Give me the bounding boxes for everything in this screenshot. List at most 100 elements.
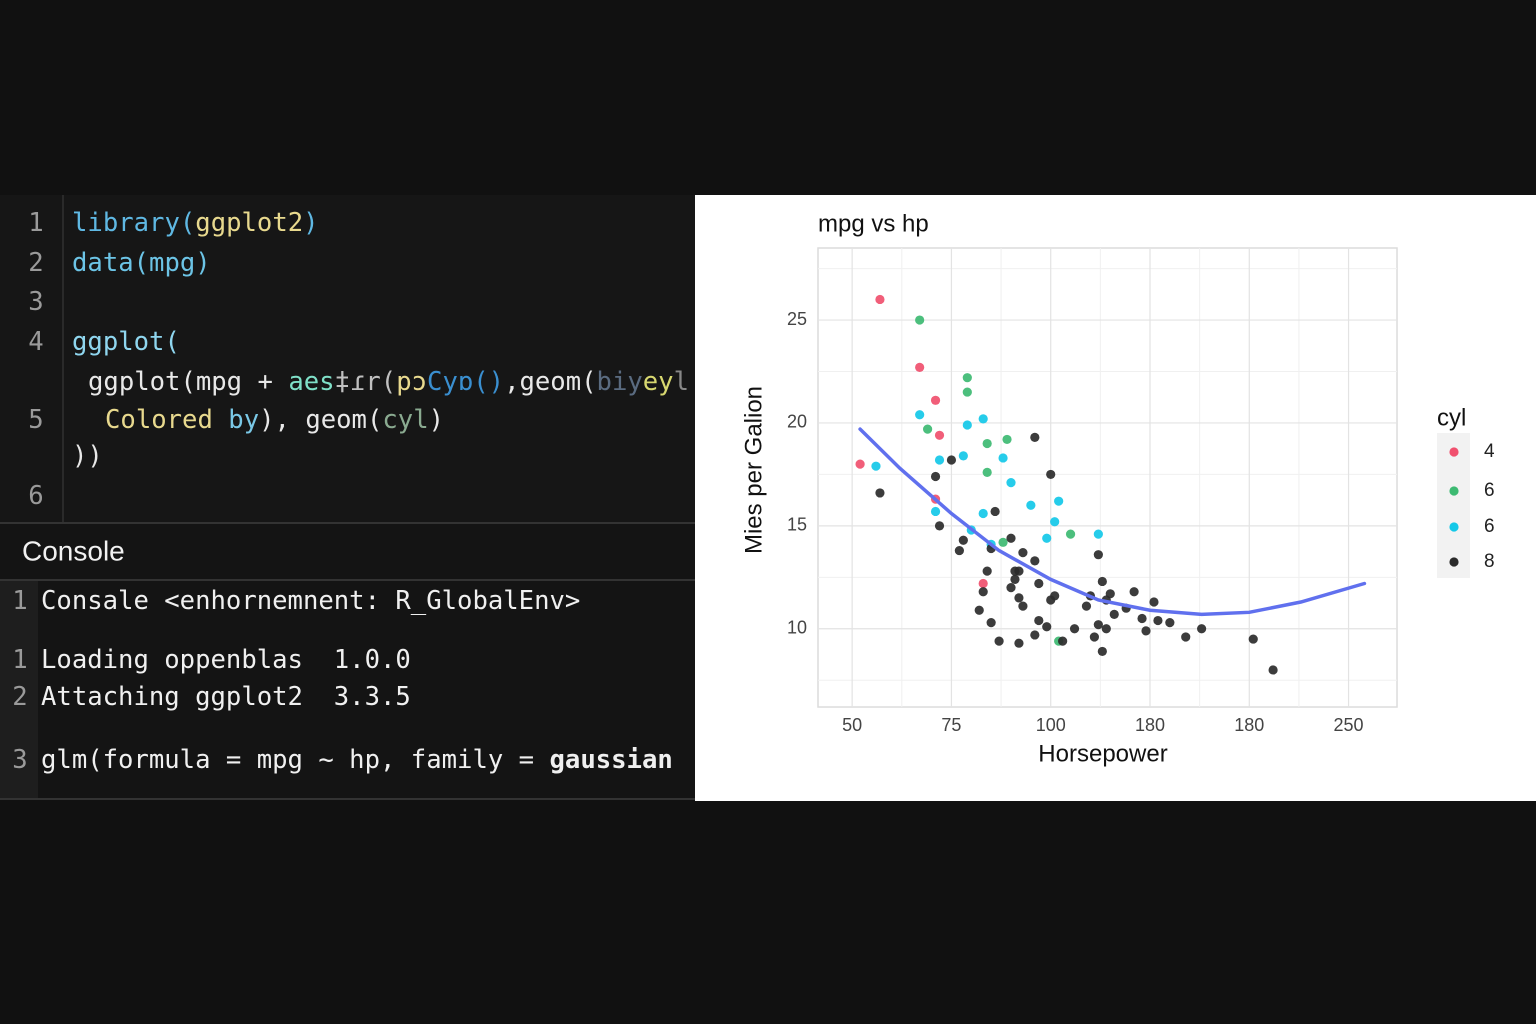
x-tick-label: 250 bbox=[1334, 715, 1364, 735]
code-token: ‡ɾr( bbox=[335, 367, 397, 397]
point bbox=[923, 424, 933, 434]
point bbox=[930, 506, 941, 517]
point bbox=[1101, 624, 1111, 634]
code-token: aes bbox=[288, 367, 334, 397]
plot-area bbox=[817, 247, 1398, 708]
code-line: )) bbox=[72, 441, 103, 471]
point bbox=[962, 420, 972, 430]
line-number: 1 bbox=[28, 208, 43, 238]
point bbox=[978, 578, 988, 589]
point bbox=[1129, 587, 1139, 597]
point bbox=[934, 455, 945, 465]
legend-label: 4 bbox=[1484, 441, 1495, 462]
x-tick-label: 50 bbox=[842, 715, 862, 735]
point bbox=[982, 467, 992, 477]
code-token: library( bbox=[72, 208, 195, 238]
point bbox=[1097, 576, 1107, 587]
point bbox=[958, 535, 968, 545]
point bbox=[1109, 609, 1119, 619]
x-tick-label: 180 bbox=[1234, 715, 1264, 735]
point bbox=[1153, 615, 1163, 626]
point bbox=[1181, 632, 1191, 642]
code-token: ggplot2 bbox=[195, 208, 303, 238]
code-token: biy bbox=[597, 367, 643, 397]
console-token: Attaching ggplot2 3.3.5 bbox=[41, 682, 411, 712]
console-line-number: 3 bbox=[12, 745, 27, 775]
console-line: Loading oppenblas 1.0.0 bbox=[41, 645, 411, 675]
chart-title: mpg vs hp bbox=[818, 210, 929, 237]
console-line: Attaching ggplot2 3.3.5 bbox=[41, 682, 411, 712]
code-token: Cyɒ() bbox=[427, 367, 504, 397]
legend-key bbox=[1449, 486, 1459, 496]
point bbox=[1105, 589, 1115, 599]
code-token: ) bbox=[429, 405, 444, 435]
point bbox=[1030, 630, 1040, 640]
point bbox=[962, 373, 972, 383]
legend-key bbox=[1449, 522, 1459, 532]
point bbox=[1046, 469, 1056, 480]
console-line-number: 2 bbox=[12, 682, 27, 712]
legend-box bbox=[1437, 433, 1470, 578]
code-token: pɔ bbox=[396, 367, 427, 397]
point bbox=[875, 488, 885, 498]
legend-key bbox=[1449, 557, 1459, 567]
point bbox=[1010, 574, 1020, 584]
point bbox=[1050, 591, 1060, 601]
code-token: ggplot(mpg + bbox=[88, 367, 288, 397]
point bbox=[982, 566, 992, 576]
point bbox=[871, 461, 881, 471]
code-token: ,geom( bbox=[504, 367, 596, 397]
code-token: ) bbox=[303, 208, 318, 238]
point bbox=[934, 521, 945, 531]
point bbox=[1097, 646, 1107, 657]
point bbox=[1002, 434, 1012, 445]
point bbox=[1018, 601, 1028, 611]
point bbox=[915, 315, 925, 325]
point bbox=[978, 587, 988, 597]
point bbox=[1093, 550, 1103, 560]
console-token: Consale <enhornemnent: R_GlobalEnv> bbox=[41, 586, 580, 616]
y-tick-label: 25 bbox=[787, 309, 807, 329]
point bbox=[958, 451, 968, 461]
code-token: cyl bbox=[382, 405, 428, 435]
point bbox=[1014, 566, 1024, 576]
point bbox=[998, 537, 1008, 547]
code-token: )) bbox=[72, 441, 103, 471]
point bbox=[946, 455, 957, 465]
y-tick-label: 20 bbox=[787, 412, 807, 432]
point bbox=[1034, 578, 1044, 589]
point bbox=[1141, 626, 1151, 636]
point bbox=[1006, 478, 1016, 488]
point bbox=[994, 636, 1004, 646]
x-axis-label: Horsepower bbox=[1038, 740, 1167, 767]
point bbox=[930, 471, 941, 482]
x-tick-label: 180 bbox=[1135, 715, 1165, 735]
point bbox=[1014, 593, 1024, 603]
point bbox=[875, 294, 885, 305]
code-line: ggplot( bbox=[72, 327, 180, 357]
line-number: 6 bbox=[28, 481, 43, 511]
code-token: ), geom( bbox=[259, 405, 382, 435]
console-line: Consale <enhornemnent: R_GlobalEnv> bbox=[41, 586, 580, 616]
point bbox=[982, 438, 992, 449]
point bbox=[1026, 500, 1036, 510]
point bbox=[934, 430, 945, 440]
code-token: ey bbox=[643, 367, 674, 397]
console-token: glm(formula = mpg ~ hp, family = bbox=[41, 745, 550, 775]
point bbox=[1065, 529, 1076, 539]
point bbox=[1058, 636, 1068, 646]
point bbox=[1093, 529, 1103, 539]
legend-label: 6 bbox=[1484, 480, 1495, 501]
point bbox=[1006, 533, 1016, 543]
point bbox=[990, 506, 1000, 517]
point bbox=[1248, 634, 1258, 644]
point bbox=[915, 410, 925, 420]
code-token: data(mpg) bbox=[72, 248, 211, 278]
trend-line bbox=[858, 427, 1367, 617]
console-line-number: 1 bbox=[12, 645, 27, 675]
y-tick-label: 10 bbox=[787, 618, 807, 638]
point bbox=[962, 387, 972, 397]
legend-label: 6 bbox=[1484, 516, 1495, 537]
point bbox=[954, 545, 964, 556]
